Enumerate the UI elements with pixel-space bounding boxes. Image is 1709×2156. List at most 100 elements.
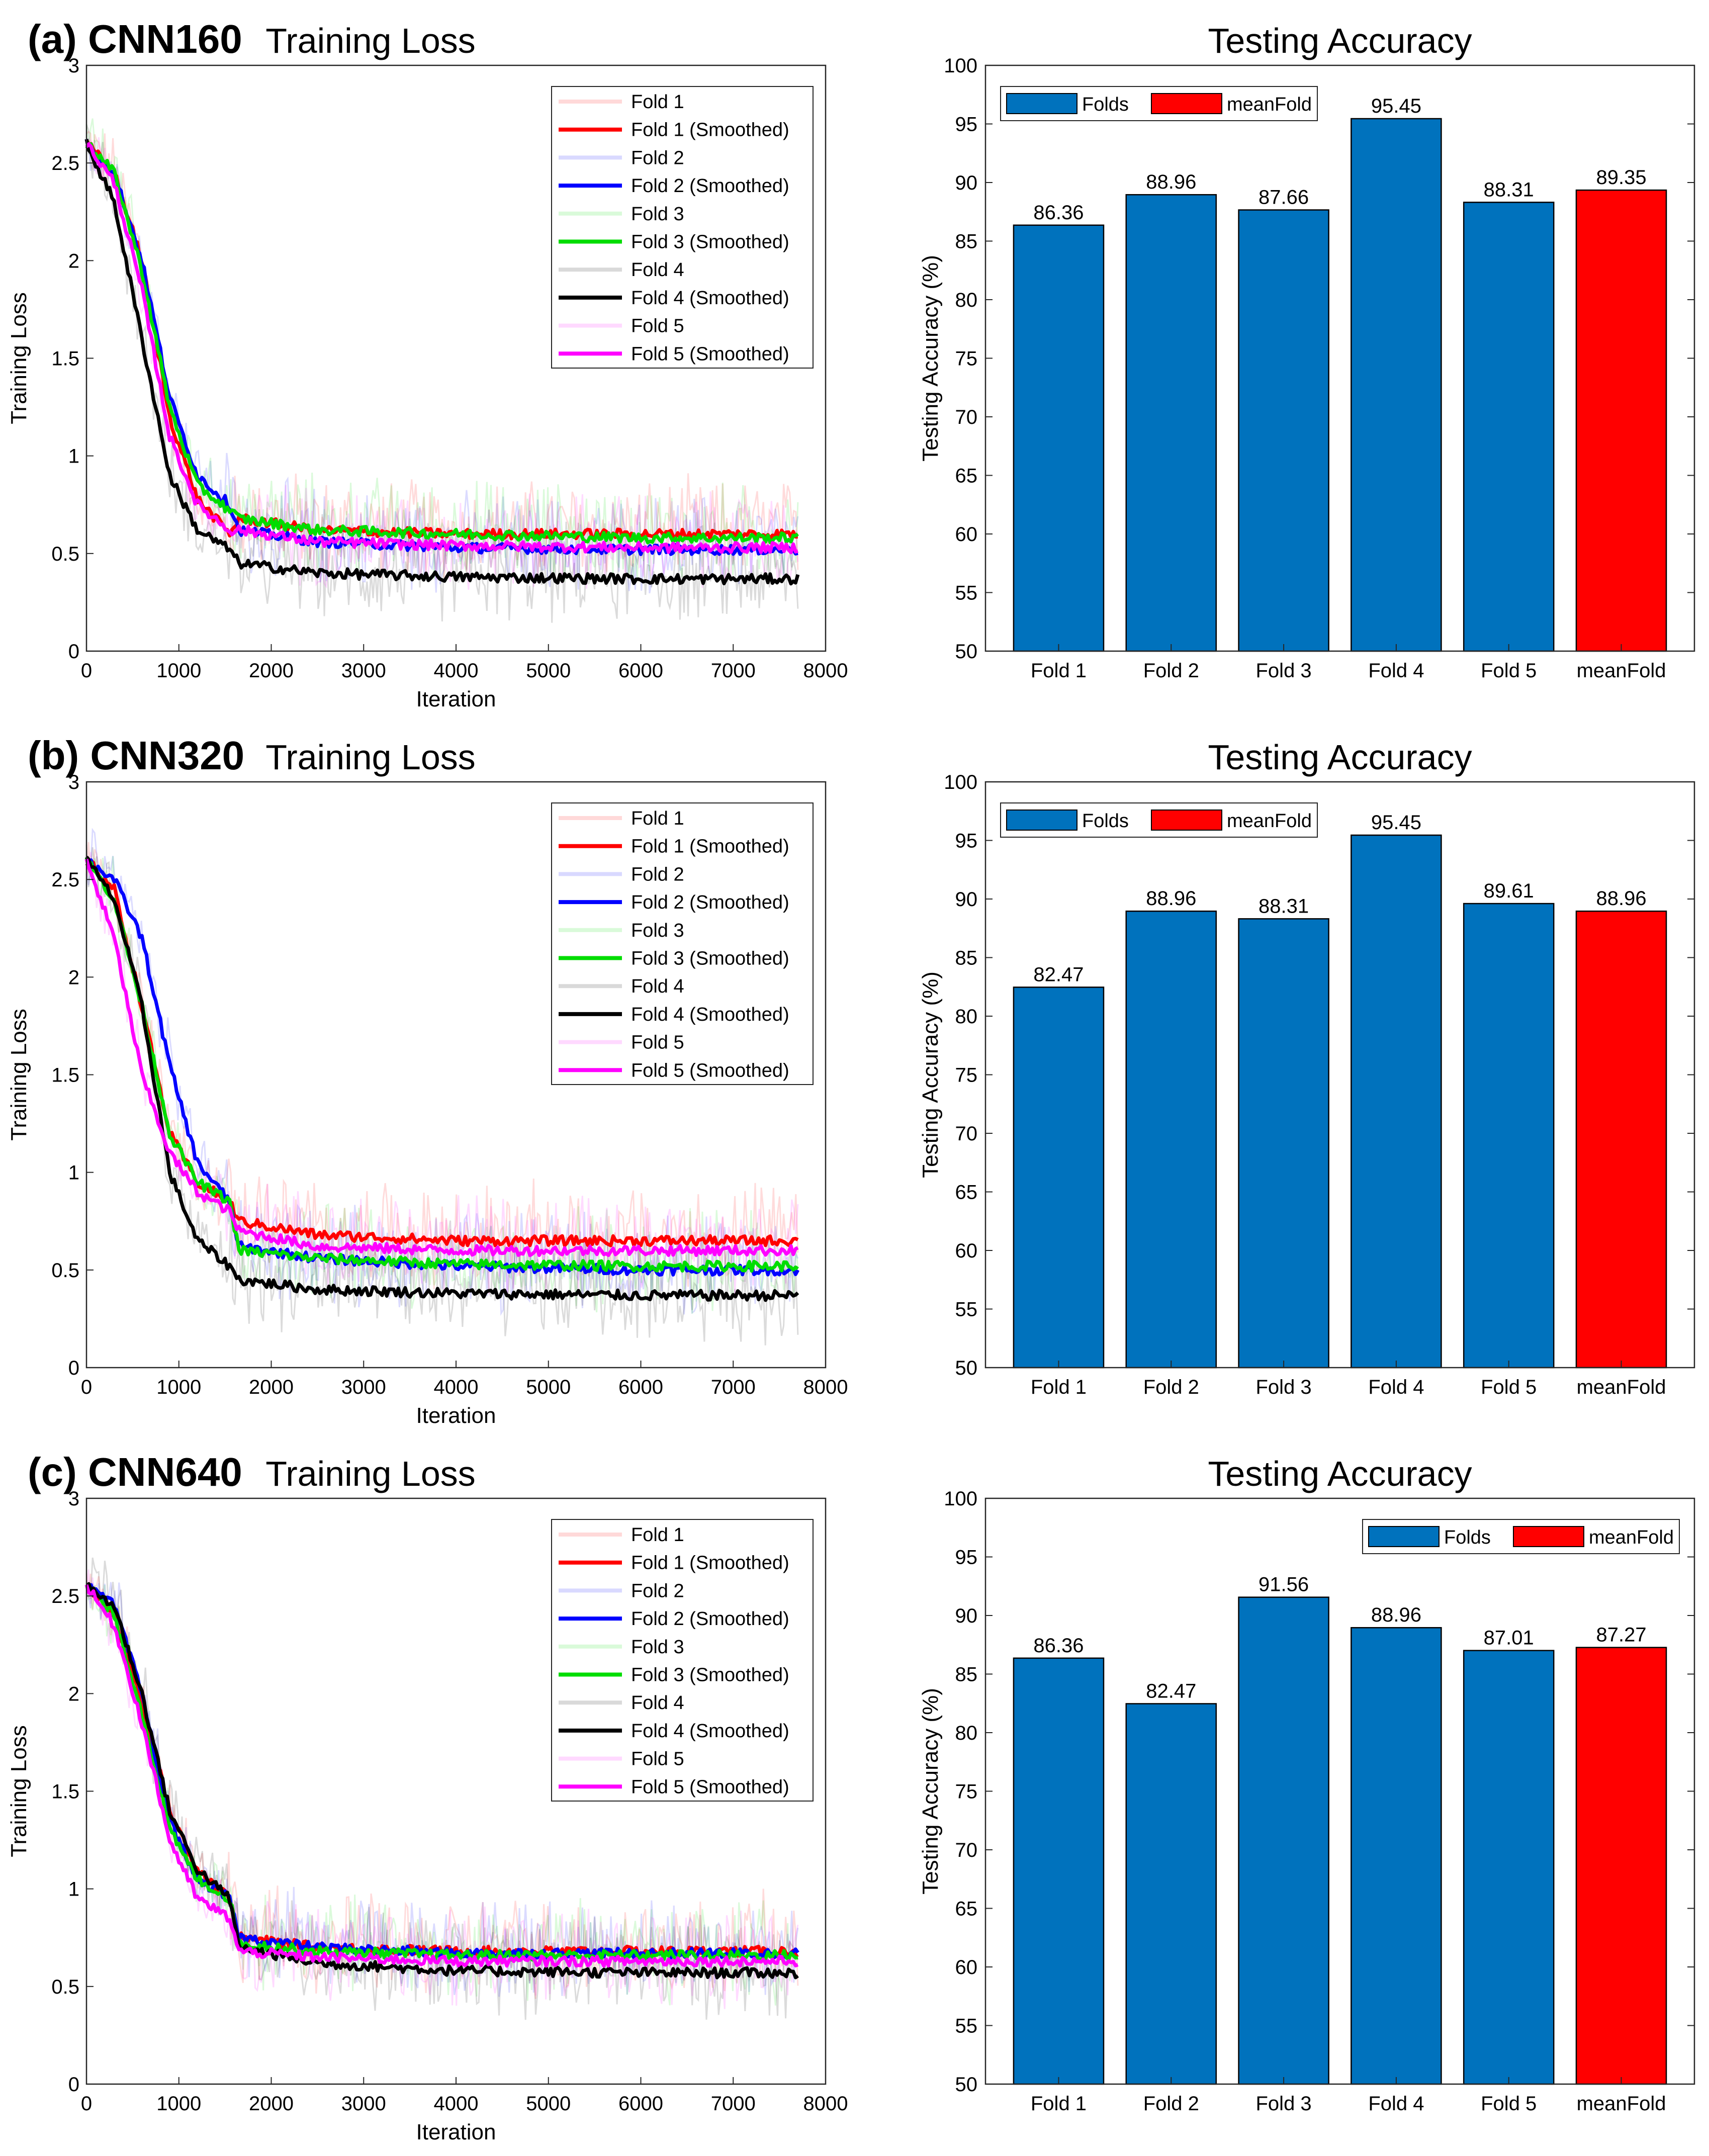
bar-4: [1351, 834, 1442, 1369]
legend-label-folds: Folds: [1444, 1527, 1491, 1548]
y-tick-label: 0.5: [51, 543, 79, 565]
bar-4: [1351, 1627, 1442, 2085]
legend-label: Fold 1: [631, 1524, 684, 1546]
x-tick-label: meanFold: [1577, 1376, 1666, 1398]
legend-label: Fold 5: [631, 1749, 684, 1770]
y-tick-label: 2.5: [51, 869, 79, 891]
legend-label: Fold 4: [631, 259, 684, 281]
legend-label-mean: meanFold: [1227, 94, 1312, 115]
x-tick-label: Fold 2: [1143, 660, 1199, 682]
bar-2: [1125, 194, 1217, 652]
legend-label: Fold 1 (Smoothed): [631, 120, 789, 141]
x-axis-label: Iteration: [416, 2120, 496, 2144]
legend-label: Fold 5 (Smoothed): [631, 343, 789, 365]
y-axis-label: Training Loss: [7, 1725, 31, 1857]
bar-3: [1238, 209, 1329, 652]
x-tick-label: Fold 3: [1256, 2093, 1312, 2115]
y-tick-label: 85: [955, 947, 978, 969]
x-tick-label: 2000: [249, 2093, 294, 2115]
x-tick-label: 7000: [711, 660, 756, 682]
legend-label: Fold 3 (Smoothed): [631, 1665, 789, 1686]
smoothed-series-5: [84, 858, 799, 1257]
y-tick-label: 0.5: [51, 1976, 79, 1998]
x-tick-label: 1000: [156, 2093, 201, 2115]
data-label: 88.96: [1596, 887, 1646, 910]
y-tick-label: 70: [955, 406, 978, 428]
y-tick-label: 100: [944, 55, 977, 77]
legend-label: Fold 3 (Smoothed): [631, 948, 789, 969]
raw-series-4: [85, 124, 799, 623]
bar-2: [1125, 910, 1217, 1369]
data-label: 89.35: [1596, 166, 1646, 189]
y-tick-label: 70: [955, 1123, 978, 1145]
x-tick-label: 0: [81, 1376, 92, 1398]
legend-label: Fold 1 (Smoothed): [631, 1553, 789, 1574]
y-tick-label: 90: [955, 1605, 978, 1627]
x-tick-label: 4000: [434, 1376, 479, 1398]
data-label: 82.47: [1033, 963, 1084, 985]
x-tick-label: Fold 4: [1368, 1376, 1424, 1398]
y-tick-label: 0: [68, 2074, 79, 2096]
panel-label: (c) CNN640: [28, 1450, 242, 1494]
smoothed-series-4: [84, 139, 800, 586]
legend-label: Fold 5: [631, 316, 684, 337]
y-tick-label: 65: [955, 465, 978, 487]
legend-label: Fold 4 (Smoothed): [631, 1721, 789, 1742]
bar-2: [1125, 1703, 1217, 2085]
y-tick-label: 75: [955, 1781, 978, 1803]
raw-series-5: [85, 852, 799, 1300]
legend-swatch-folds: [1368, 1526, 1440, 1547]
legend-label-mean: meanFold: [1589, 1527, 1674, 1548]
legend-label: Fold 2 (Smoothed): [631, 175, 789, 197]
x-tick-label: meanFold: [1577, 2093, 1666, 2115]
x-tick-label: Fold 5: [1481, 2093, 1537, 2115]
x-tick-label: 1000: [156, 1376, 201, 1398]
legend-label: Fold 3 (Smoothed): [631, 232, 789, 253]
smoothed-series-3: [85, 142, 799, 545]
y-tick-label: 3: [68, 771, 79, 793]
legend-label: Fold 5 (Smoothed): [631, 1060, 789, 1081]
legend-label: Fold 4: [631, 1692, 684, 1714]
y-tick-label: 3: [68, 55, 79, 77]
y-tick-label: 0: [68, 641, 79, 663]
y-axis-label: Testing Accuracy (%): [918, 1688, 943, 1895]
data-label: 86.36: [1033, 1635, 1084, 1657]
x-tick-label: 7000: [711, 1376, 756, 1398]
loss-chart-loss-a: 0 1000 2000 3000 4000 5000 6000 7000 8000 0 0.5 1 1.…: [7, 55, 848, 711]
y-tick-label: 55: [955, 1299, 978, 1321]
bar-3: [1238, 1596, 1329, 2085]
y-tick-label: 80: [955, 289, 978, 311]
x-tick-label: Fold 3: [1256, 1376, 1312, 1398]
x-tick-label: 2000: [249, 1376, 294, 1398]
loss-title: Training Loss: [265, 738, 476, 777]
legend-swatch-mean: [1151, 810, 1222, 831]
bar-5: [1463, 903, 1555, 1369]
bar-5: [1463, 202, 1555, 652]
x-tick-label: meanFold: [1577, 660, 1666, 682]
x-tick-label: 4000: [434, 2093, 479, 2115]
legend-label: Fold 4 (Smoothed): [631, 288, 789, 309]
x-tick-label: 8000: [803, 1376, 848, 1398]
legend-label: Fold 5 (Smoothed): [631, 1776, 789, 1798]
data-label: 87.01: [1484, 1627, 1534, 1649]
data-label: 88.96: [1146, 171, 1196, 193]
smoothed-series-5: [85, 142, 798, 555]
legend-swatch-folds: [1006, 810, 1077, 831]
x-tick-label: 1000: [156, 660, 201, 682]
bar-1: [1013, 224, 1105, 652]
data-label: 88.96: [1371, 1604, 1421, 1626]
legend-label-folds: Folds: [1082, 94, 1129, 115]
legend-swatch-folds: [1006, 93, 1077, 114]
y-tick-label: 2: [68, 966, 79, 989]
data-label: 89.61: [1484, 880, 1534, 902]
raw-series-4: [85, 844, 799, 1345]
y-tick-label: 85: [955, 231, 978, 253]
x-tick-label: Fold 4: [1368, 2093, 1424, 2115]
smoothed-series-5: [84, 1584, 799, 1968]
x-tick-label: Fold 2: [1143, 2093, 1199, 2115]
legend-label: Fold 2: [631, 864, 684, 885]
y-tick-label: 50: [955, 1357, 978, 1379]
loss-chart-loss-b: 0 1000 2000 3000 4000 5000 6000 7000 8000 0 0.5 1 1.…: [7, 771, 848, 1428]
y-tick-label: 50: [955, 2074, 978, 2096]
data-label: 88.31: [1258, 895, 1309, 917]
